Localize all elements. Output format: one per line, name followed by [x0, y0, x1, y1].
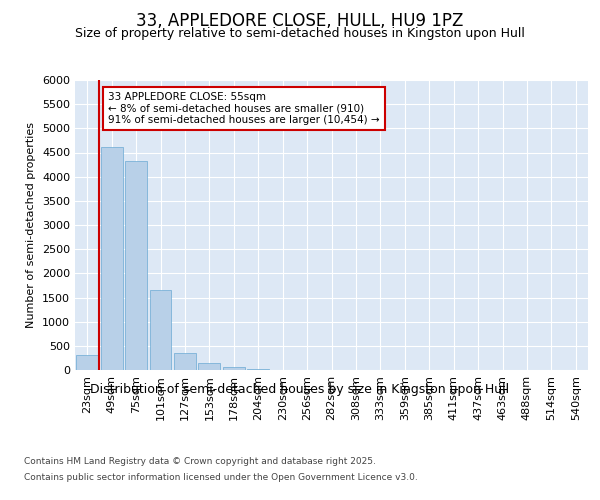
- Bar: [101, 147, 122, 370]
- Text: 33 APPLEDORE CLOSE: 55sqm
← 8% of semi-detached houses are smaller (910)
91% of : 33 APPLEDORE CLOSE: 55sqm ← 8% of semi-d…: [108, 92, 380, 126]
- Bar: [125, 160, 147, 370]
- Bar: [199, 363, 220, 370]
- Bar: [174, 353, 196, 370]
- Bar: [76, 355, 98, 370]
- Bar: [223, 366, 245, 370]
- Bar: [247, 368, 269, 370]
- Y-axis label: Number of semi-detached properties: Number of semi-detached properties: [26, 122, 37, 328]
- Text: Contains HM Land Registry data © Crown copyright and database right 2025.: Contains HM Land Registry data © Crown c…: [24, 458, 376, 466]
- Text: Distribution of semi-detached houses by size in Kingston upon Hull: Distribution of semi-detached houses by …: [91, 382, 509, 396]
- Bar: [149, 290, 172, 370]
- Text: 33, APPLEDORE CLOSE, HULL, HU9 1PZ: 33, APPLEDORE CLOSE, HULL, HU9 1PZ: [136, 12, 464, 30]
- Text: Size of property relative to semi-detached houses in Kingston upon Hull: Size of property relative to semi-detach…: [75, 28, 525, 40]
- Text: Contains public sector information licensed under the Open Government Licence v3: Contains public sector information licen…: [24, 472, 418, 482]
